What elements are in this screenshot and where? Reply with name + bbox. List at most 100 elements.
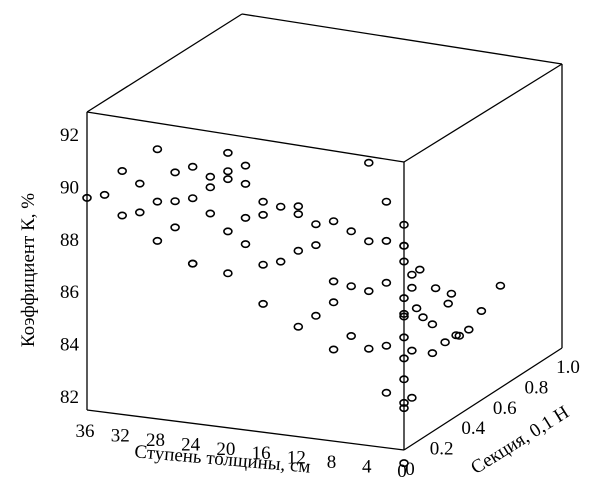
data-points: [82, 145, 506, 468]
z-tick-mark-0.4: [467, 409, 475, 413]
data-point-57: [399, 309, 409, 318]
data-point-17: [205, 183, 216, 192]
data-point-68: [240, 240, 251, 249]
x-tick-label-28: 28: [146, 430, 165, 451]
y-axis-ticks: 82 84 86 88 90 92: [60, 125, 80, 408]
x-tick-label-0: 0: [397, 461, 407, 482]
x-tick-label-8: 8: [327, 452, 337, 473]
data-point-53: [399, 398, 409, 407]
x-tick-label-4: 4: [362, 457, 372, 478]
data-point-15: [187, 259, 198, 268]
data-point-21: [223, 227, 233, 236]
data-point-37: [328, 217, 339, 226]
data-point-42: [346, 282, 357, 291]
data-point-18: [205, 209, 216, 218]
data-point-30: [275, 257, 286, 266]
data-point-5: [135, 179, 145, 188]
data-point-72: [407, 346, 417, 355]
data-point-81: [476, 306, 487, 315]
data-point-50: [381, 388, 392, 397]
data-point-0: [82, 193, 92, 202]
data-point-9: [170, 168, 180, 177]
y-tick-label-82: 82: [60, 387, 79, 408]
data-point-32: [293, 246, 304, 255]
data-point-38: [328, 277, 339, 286]
z-tick-label-0.6: 0.6: [493, 398, 517, 419]
y-tick-label-86: 86: [60, 282, 79, 303]
y-tick-label-88: 88: [60, 230, 79, 251]
y-axis-label: Коэффициент К, %: [18, 193, 39, 347]
data-point-22: [240, 161, 251, 170]
data-point-41: [346, 227, 357, 236]
data-point-56: [399, 294, 409, 303]
z-axis-label: Секция, 0,1 Н: [467, 402, 573, 479]
x-tick-label-16: 16: [252, 443, 271, 464]
x-tick-mark-36: [86, 410, 87, 419]
x-tick-label-36: 36: [76, 421, 95, 442]
data-point-86: [443, 299, 454, 308]
data-point-85: [446, 289, 457, 298]
data-point-24: [240, 213, 251, 222]
data-point-73: [418, 313, 428, 322]
data-point-71: [411, 304, 422, 313]
data-point-36: [311, 311, 321, 320]
data-point-2: [117, 167, 127, 176]
data-point-6: [152, 145, 163, 154]
data-point-75: [407, 393, 417, 402]
z-tick-label-1.0: 1.0: [556, 357, 580, 378]
data-point-84: [430, 284, 441, 293]
data-point-64: [381, 197, 392, 206]
z-tick-mark-0.8: [530, 368, 538, 372]
data-point-70: [407, 270, 417, 279]
data-point-23: [240, 179, 251, 188]
data-point-19: [223, 167, 233, 176]
data-point-80: [463, 325, 474, 334]
data-point-46: [363, 344, 374, 353]
frame-edge-5: [241, 13, 563, 65]
x-tick-mark-0: [403, 450, 404, 459]
data-point-11: [170, 223, 180, 232]
x-tick-mark-12: [297, 437, 298, 446]
z-tick-label-0.4: 0.4: [461, 418, 485, 439]
x-tick-mark-20: [227, 428, 228, 437]
data-point-48: [381, 278, 392, 287]
data-point-33: [293, 322, 304, 331]
data-point-16: [205, 172, 216, 181]
data-point-20: [223, 175, 233, 184]
z-tick-label-0.2: 0.2: [430, 439, 454, 460]
data-point-82: [495, 281, 506, 290]
data-point-44: [363, 237, 374, 246]
data-point-28: [258, 299, 268, 308]
data-point-54: [399, 404, 409, 413]
data-point-3: [117, 211, 127, 220]
data-point-52: [399, 312, 409, 321]
y-tick-label-84: 84: [60, 335, 80, 356]
x-tick-mark-4: [368, 446, 369, 455]
data-point-10: [170, 197, 180, 206]
x-axis-ticks: 36 32 28 24 20 16 12 8 4 0: [76, 410, 407, 482]
data-point-7: [152, 197, 163, 206]
data-point-25: [258, 197, 268, 206]
data-point-12: [187, 162, 198, 171]
z-tick-label-0: 0: [405, 459, 415, 480]
x-tick-mark-28: [156, 419, 157, 428]
frame-edge-8: [403, 347, 563, 451]
x-tick-label-12: 12: [287, 448, 306, 469]
data-point-13: [187, 194, 198, 203]
data-point-31: [293, 210, 304, 219]
x-tick-label-20: 20: [216, 439, 235, 460]
data-point-58: [399, 333, 409, 342]
x-tick-mark-24: [192, 423, 193, 432]
data-point-47: [381, 236, 392, 245]
z-tick-mark-0.2: [436, 430, 444, 434]
data-point-78: [440, 338, 450, 347]
data-point-76: [414, 265, 425, 274]
x-tick-mark-16: [262, 432, 263, 441]
z-tick-label-0.8: 0.8: [525, 377, 549, 398]
data-point-8: [152, 236, 163, 245]
data-point-65: [363, 158, 374, 167]
frame-edge-6: [403, 63, 563, 163]
x-tick-label-32: 32: [111, 425, 130, 446]
